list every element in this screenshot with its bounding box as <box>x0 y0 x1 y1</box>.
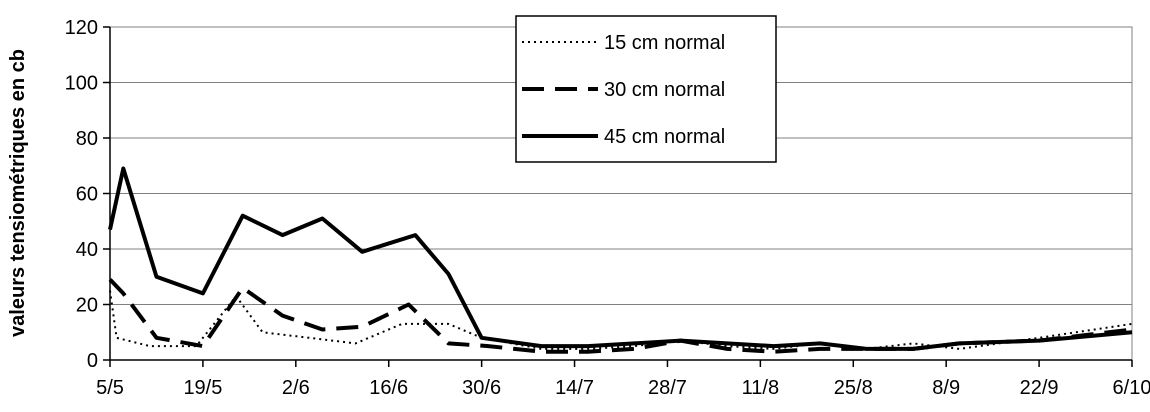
y-tick-labels: 0 20 40 60 80 100 120 <box>65 17 110 372</box>
x-tick-label: 16/6 <box>369 377 408 399</box>
x-tick-label: 2/6 <box>282 377 310 399</box>
y-tick-label: 0 <box>87 350 98 372</box>
x-tick-label: 6/10 <box>1113 377 1150 399</box>
y-tick-label: 80 <box>76 128 98 150</box>
x-tick-label: 19/5 <box>183 377 222 399</box>
legend: 15 cm normal 30 cm normal 45 cm normal <box>515 15 777 163</box>
x-tick-label: 8/9 <box>932 377 960 399</box>
legend-label: 45 cm normal <box>604 126 725 148</box>
x-tick-label: 14/7 <box>555 377 594 399</box>
x-tick-label: 22/9 <box>1020 377 1059 399</box>
series-lines <box>108 166 1133 354</box>
legend-label: 30 cm normal <box>604 79 725 101</box>
x-tick-label: 30/6 <box>462 377 501 399</box>
x-tick-label: 11/8 <box>742 377 779 399</box>
legend-label: 15 cm normal <box>604 32 725 54</box>
series-line-45-cm-normal <box>108 166 1133 351</box>
x-tick-label: 5/5 <box>96 377 124 399</box>
series-line-15-cm-normal <box>109 290 1133 350</box>
x-tick-labels: 5/5 19/5 2/6 16/6 30/6 14/7 28/7 11/8 25/8 8/9 22/… <box>96 360 1150 399</box>
y-tick-label: 20 <box>76 295 98 317</box>
y-axis-title: valeurs tensiométriques en cb <box>7 49 29 337</box>
y-tick-label: 120 <box>65 17 98 39</box>
y-tick-label: 60 <box>76 184 98 206</box>
x-tick-label: 28/7 <box>648 377 687 399</box>
x-tick-label: 25/8 <box>834 377 873 399</box>
y-tick-label: 40 <box>76 239 98 261</box>
y-tick-label: 100 <box>65 73 98 95</box>
